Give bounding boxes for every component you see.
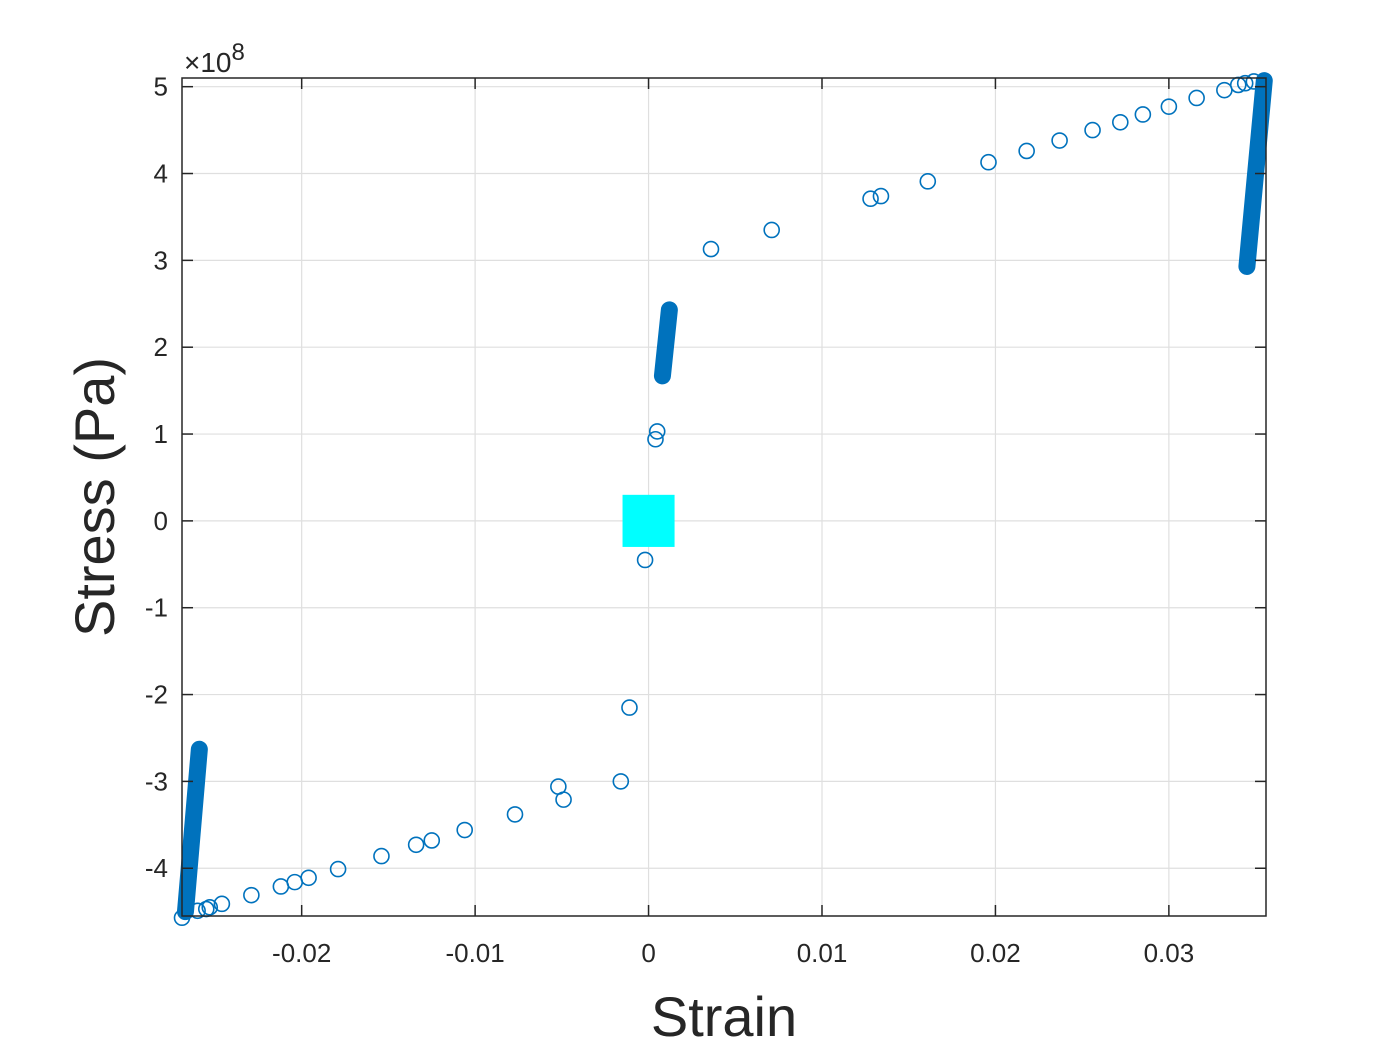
y-exponent-label: ×108 bbox=[184, 39, 245, 78]
data-point bbox=[647, 430, 664, 448]
data-point bbox=[1051, 132, 1068, 149]
y-tick-label: 5 bbox=[154, 72, 168, 102]
plot-area bbox=[182, 78, 1266, 916]
data-point bbox=[980, 153, 997, 171]
plot-frame bbox=[181, 77, 1267, 917]
dense-point-cluster bbox=[176, 740, 208, 921]
x-tick-label: 0 bbox=[641, 938, 655, 968]
data-point bbox=[201, 899, 219, 916]
x-tick-label: 0.03 bbox=[1144, 938, 1195, 968]
y-tick-label: -4 bbox=[145, 853, 168, 883]
data-point bbox=[872, 187, 890, 205]
y-tick-label: 0 bbox=[154, 506, 168, 536]
data-point bbox=[1160, 98, 1178, 115]
data-point bbox=[1245, 73, 1263, 90]
data-point bbox=[423, 832, 441, 849]
y-tick-label: 1 bbox=[154, 419, 168, 449]
data-point bbox=[555, 791, 572, 808]
y-tick-label: -3 bbox=[145, 766, 168, 796]
y-tick-label: -1 bbox=[145, 593, 168, 623]
grid-lines bbox=[182, 78, 1266, 916]
x-tick-label: 0.02 bbox=[970, 938, 1021, 968]
data-point bbox=[407, 836, 425, 854]
x-tick-label: 0.01 bbox=[797, 938, 848, 968]
y-tick-label: -2 bbox=[145, 680, 168, 710]
x-axis-label: Strain bbox=[651, 985, 797, 1048]
y-tick-label: 2 bbox=[154, 332, 168, 362]
data-point bbox=[189, 902, 206, 920]
data-point bbox=[1084, 121, 1101, 139]
origin-highlight-square bbox=[622, 494, 675, 547]
data-point bbox=[1112, 113, 1129, 131]
data-point bbox=[862, 190, 879, 208]
data-point bbox=[243, 886, 260, 904]
data-point bbox=[506, 806, 524, 823]
data-point bbox=[763, 221, 780, 239]
data-point bbox=[213, 895, 231, 913]
data-point bbox=[636, 551, 654, 569]
highlight-marker bbox=[622, 494, 675, 547]
data-point bbox=[919, 173, 937, 190]
data-point bbox=[612, 773, 630, 790]
data-point bbox=[1134, 106, 1152, 123]
y-exponent-power: 8 bbox=[232, 39, 245, 66]
x-tick-labels: -0.02 -0.01 0 0.01 0.02 0.03 bbox=[272, 938, 1194, 968]
data-point bbox=[648, 423, 666, 440]
data-point bbox=[373, 847, 390, 865]
y-tick-label: 4 bbox=[154, 159, 168, 189]
data-point bbox=[329, 860, 347, 878]
x-tick-label: -0.01 bbox=[445, 938, 504, 968]
axis-ticks bbox=[182, 78, 1266, 916]
data-point bbox=[456, 821, 474, 839]
data-point bbox=[702, 240, 720, 258]
dense-point-cluster bbox=[653, 301, 678, 385]
y-tick-labels: -4 -3 -2 -1 0 1 2 3 4 5 bbox=[145, 72, 168, 884]
y-axis-label: Stress (Pa) bbox=[63, 357, 126, 637]
data-point bbox=[1018, 142, 1035, 160]
data-point bbox=[1188, 89, 1205, 107]
data-point bbox=[1236, 74, 1254, 92]
data-point bbox=[300, 869, 317, 887]
data-point bbox=[621, 699, 638, 716]
y-tick-label: 3 bbox=[154, 245, 168, 275]
x-tick-label: -0.02 bbox=[272, 938, 331, 968]
